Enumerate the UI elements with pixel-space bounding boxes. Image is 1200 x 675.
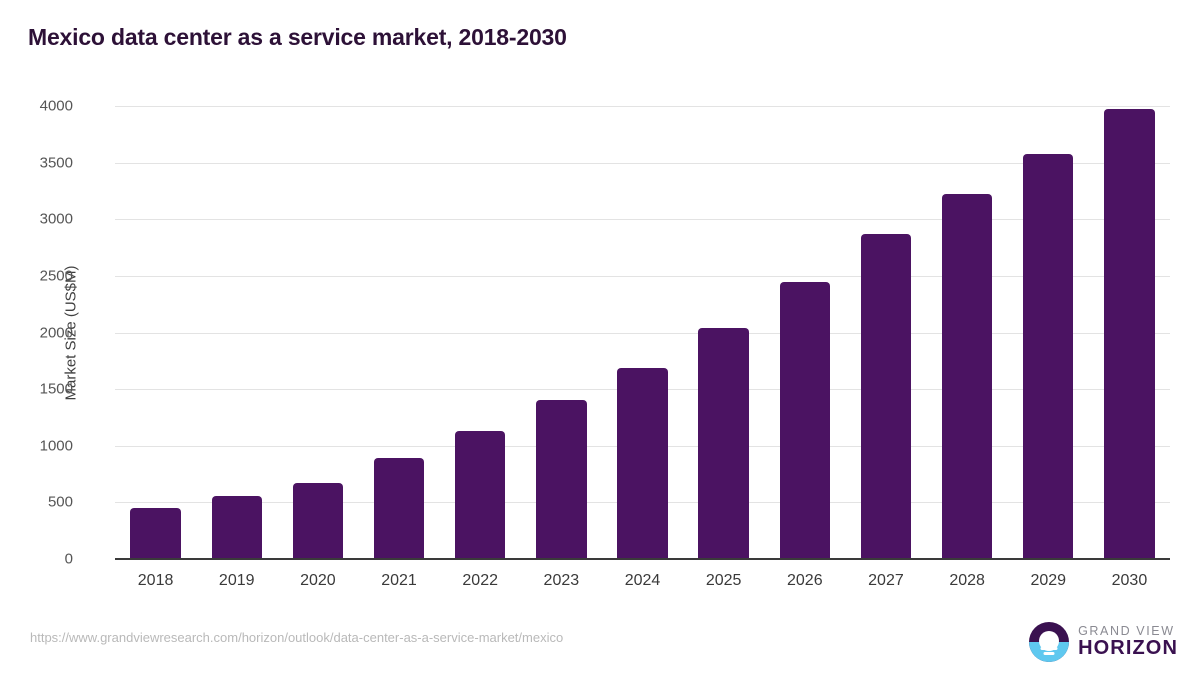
bar-2020[interactable] [292,483,344,559]
x-axis-tick-label: 2027 [868,572,904,589]
page-title: Mexico data center as a service market, … [28,24,567,50]
y-axis-tick-label: 500 [47,493,73,511]
bar-2029[interactable] [1023,153,1074,559]
y-axis-tick-label: 1000 [39,437,73,455]
y-axis-tick-label: 2500 [39,267,73,285]
y-axis-tick-label: 0 [64,550,73,568]
bar-2024[interactable] [617,367,668,559]
bar-2025[interactable] [698,327,749,559]
gridline [115,162,1170,164]
source-url[interactable]: https://www.grandviewresearch.com/horizo… [30,630,564,645]
y-axis-tick-label: 4000 [39,97,73,115]
horizon-sun-icon [1029,622,1070,662]
bar-2028[interactable] [941,194,993,559]
x-axis-tick-label: 2030 [1111,572,1148,589]
gridline [115,219,1170,221]
brand-logo: GRAND VIEW HORIZON [1029,622,1178,662]
x-axis-tick-label: 2019 [218,572,255,589]
x-axis-tick-label: 2029 [1030,572,1067,589]
x-axis-tick-label: 2018 [137,572,174,589]
x-axis-tick-label: 2021 [381,572,417,589]
bar-2022[interactable] [455,431,506,559]
logo-ray-lower [1043,652,1055,655]
bar-2026[interactable] [779,281,830,559]
x-axis-tick-label: 2025 [705,572,742,589]
plot-area: Market Size (US$M) 0 500 1000 1500 2000 2500 3… [40,98,1170,568]
x-axis-tick-label: 2022 [462,572,498,589]
bar-2019[interactable] [211,495,262,559]
logo-sun-shape [1039,631,1060,651]
x-axis-tick-label: 2020 [300,572,336,589]
gridline [115,275,1170,277]
bar-2030[interactable] [1104,109,1155,559]
logo-ray-upper [1040,647,1058,650]
y-axis-tick-label: 2000 [39,324,73,341]
logo-horizon-text: HORIZON [1078,637,1178,660]
brand-logo-text: GRAND VIEW HORIZON [1078,623,1178,660]
logo-grandview-text: GRAND VIEW [1078,623,1175,638]
x-axis-tick-label: 2026 [787,572,823,589]
bar-2023[interactable] [536,400,587,559]
gridline [115,106,1170,107]
gridline [115,332,1170,334]
bar-2027[interactable] [860,233,912,559]
bar-2018[interactable] [130,508,181,559]
x-axis-tick-label: 2024 [624,572,661,589]
x-axis-line [115,558,1170,560]
x-axis-tick-label: 2028 [949,572,985,589]
x-axis-tick-label: 2023 [543,572,580,589]
bar-2021[interactable] [373,458,425,559]
y-axis-tick-label: 1500 [39,380,73,398]
y-axis-tick-label: 3000 [39,210,73,228]
y-axis-tick-label: 3500 [39,154,73,172]
